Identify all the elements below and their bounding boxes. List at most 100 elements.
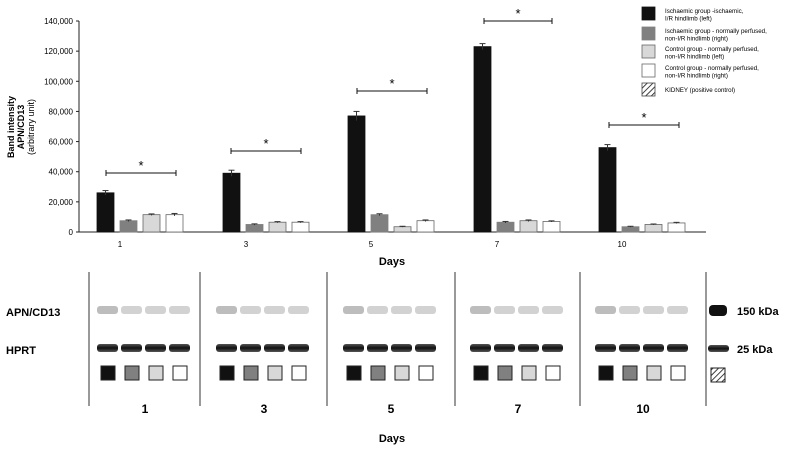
hprt-band <box>240 344 261 352</box>
legend-swatch-3 <box>641 44 656 59</box>
blot-lane-swatch <box>545 365 561 381</box>
blot-label-hprt: HPRT <box>6 345 36 357</box>
apn-band <box>415 306 436 314</box>
blot-lane-swatch <box>598 365 614 381</box>
blot-label-apn: APN/CD13 <box>6 307 60 319</box>
legend-swatch-2 <box>641 26 656 41</box>
x-tick-labels: 1 3 5 7 10 <box>118 240 627 249</box>
y-tick-label: 140,000 <box>44 17 73 26</box>
apn-band <box>391 306 412 314</box>
apn-band <box>667 306 688 314</box>
blot-size-25kda: 25 kDa <box>737 344 773 356</box>
blot-lane-swatch <box>521 365 537 381</box>
blot-lane-swatch <box>497 365 513 381</box>
legend: Ischaemic group -ischaemic, I/R hindlimb … <box>641 6 767 97</box>
x-tick-label: 1 <box>118 240 123 249</box>
apn-band <box>542 306 563 314</box>
blot-day-label: 10 <box>636 402 650 416</box>
significance-star: * <box>515 6 520 21</box>
y-tick-label: 100,000 <box>44 77 73 86</box>
bar-1-4 <box>165 214 184 233</box>
bar-7-2 <box>496 221 515 233</box>
apn-band <box>643 306 664 314</box>
significance-star: * <box>263 136 268 151</box>
y-tick-label: 60,000 <box>49 138 74 147</box>
x-tick-label: 3 <box>244 240 249 249</box>
bar-7-3 <box>519 220 538 233</box>
blot-lane-swatch <box>243 365 259 381</box>
legend-label-2: Ischaemic group - normally perfused, non-… <box>665 28 767 43</box>
bar-1-1 <box>96 192 115 233</box>
y-tick-label: 80,000 <box>49 107 74 116</box>
legend-label-kidney: KIDNEY (positive control) <box>665 87 735 94</box>
blot-day-label: 1 <box>142 402 149 416</box>
significance-star: * <box>641 110 646 125</box>
bar-10-3 <box>644 224 663 233</box>
hprt-band <box>518 344 539 352</box>
blot-lane-swatch <box>124 365 140 381</box>
legend-swatch-kidney <box>641 82 656 97</box>
hprt-band <box>121 344 142 352</box>
y-tick-label: 20,000 <box>49 198 74 207</box>
hprt-band <box>97 344 118 352</box>
blot-lane-swatch <box>219 365 235 381</box>
hprt-band <box>169 344 190 352</box>
hprt-band <box>595 344 616 352</box>
kidney-hprt-band <box>708 345 729 352</box>
bar-5-4 <box>416 220 435 233</box>
x-tick-label: 7 <box>495 240 500 249</box>
apn-band <box>518 306 539 314</box>
bar-7-4 <box>542 221 561 233</box>
blot-lane-swatch <box>370 365 386 381</box>
x-tick-label: 5 <box>369 240 374 249</box>
bar-7-1 <box>473 46 492 233</box>
hprt-band <box>264 344 285 352</box>
kidney-lane-swatch <box>710 367 726 383</box>
apn-band <box>240 306 261 314</box>
hprt-band <box>367 344 388 352</box>
legend-label-1: Ischaemic group -ischaemic, I/R hindlimb … <box>665 8 744 23</box>
apn-band <box>470 306 491 314</box>
bar-10-4 <box>667 222 686 233</box>
apn-band <box>595 306 616 314</box>
blot-lane-swatch <box>291 365 307 381</box>
bar-3-3 <box>268 221 287 233</box>
y-tick-labels: 0 20,000 40,000 60,000 80,000 100,000 120,000 1… <box>44 17 79 237</box>
y-tick-label: 120,000 <box>44 47 73 56</box>
legend-swatch-1 <box>641 6 656 21</box>
bar-3-1 <box>222 172 241 233</box>
blot-lane-swatch <box>670 365 686 381</box>
blot-lane-swatch <box>473 365 489 381</box>
y-axis-label-line3: (arbitrary unit) <box>26 99 36 155</box>
blot-size-150kda: 150 kDa <box>737 306 779 318</box>
apn-band <box>121 306 142 314</box>
hprt-band <box>494 344 515 352</box>
bar-10-2 <box>621 226 640 233</box>
x-axis-label: Days <box>379 256 405 268</box>
apn-band <box>367 306 388 314</box>
hprt-band <box>667 344 688 352</box>
hprt-band <box>216 344 237 352</box>
hprt-band <box>391 344 412 352</box>
bar-1-2 <box>119 220 138 233</box>
bar-5-2 <box>370 214 389 233</box>
apn-band <box>619 306 640 314</box>
bar-1-3 <box>142 214 161 233</box>
blot-lane-swatch <box>622 365 638 381</box>
y-tick-label: 0 <box>69 228 74 237</box>
hprt-band <box>619 344 640 352</box>
hprt-band <box>415 344 436 352</box>
hprt-band <box>643 344 664 352</box>
significance-star: * <box>389 76 394 91</box>
apn-band <box>216 306 237 314</box>
hprt-band <box>470 344 491 352</box>
apn-band <box>288 306 309 314</box>
apn-band <box>169 306 190 314</box>
bar-3-4 <box>291 221 310 233</box>
bar-series <box>96 43 686 233</box>
hprt-band <box>343 344 364 352</box>
significance-star: * <box>138 158 143 173</box>
blot-lane-swatch <box>646 365 662 381</box>
blot-day-label: 5 <box>388 402 395 416</box>
